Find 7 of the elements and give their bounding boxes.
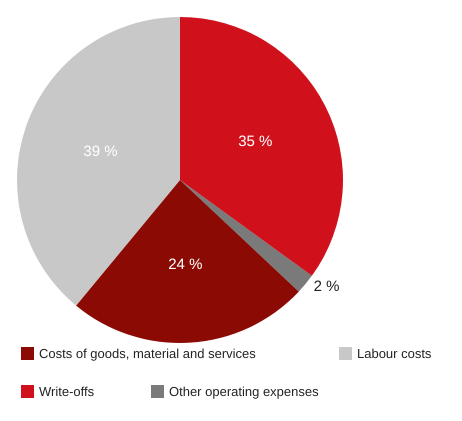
data-label: 35 % — [238, 133, 272, 150]
legend-label: Labour costs — [357, 346, 432, 361]
legend-label: Other operating expenses — [169, 384, 320, 399]
data-label: 24 % — [168, 256, 202, 273]
data-label: 2 % — [314, 278, 340, 295]
legend-label: Write-offs — [39, 384, 95, 399]
legend-label: Costs of goods, material and services — [39, 346, 256, 361]
